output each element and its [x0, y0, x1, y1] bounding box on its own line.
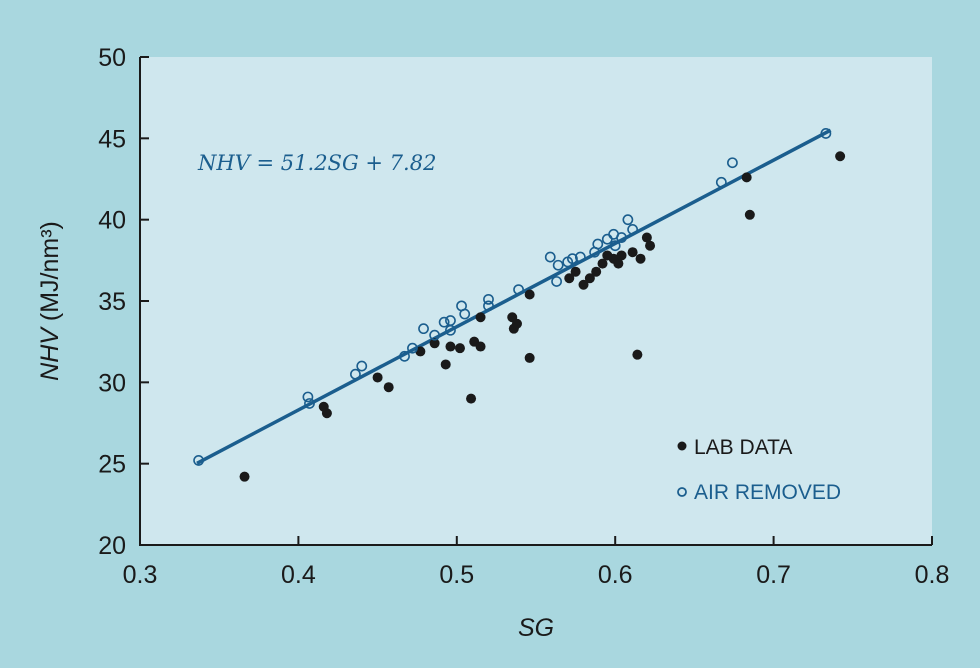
lab-data-point [429, 338, 440, 349]
y-tick-label: 30 [98, 369, 126, 397]
air-removed-point [356, 360, 368, 372]
air-removed-point [483, 300, 494, 312]
lab-data-point [744, 209, 755, 220]
air-removed-point [715, 176, 727, 188]
air-removed-point [616, 232, 627, 243]
plot-background [140, 57, 932, 545]
air-removed-point [459, 308, 471, 320]
lab-data-point [415, 346, 426, 357]
fit-equation: NHV = 51.2SG + 7.82 [197, 151, 436, 175]
lab-data-point [835, 151, 846, 162]
air-removed-point [438, 316, 450, 328]
lab-data-point [616, 250, 627, 261]
legend-label-lab: LAB DATA [694, 436, 792, 459]
lab-data-point [475, 312, 486, 323]
air-removed-point [193, 455, 205, 466]
air-removed-point [609, 240, 621, 252]
lab-data-point [632, 349, 643, 360]
air-removed-point [483, 293, 494, 305]
air-removed-point [592, 238, 604, 250]
air-removed-point [445, 324, 456, 336]
y-tick-label: 50 [98, 44, 126, 72]
lab-data-point [321, 408, 332, 419]
air-removed-point [399, 350, 410, 362]
lab-data-point [445, 341, 456, 352]
y-tick-label: 25 [98, 451, 126, 479]
lab-data-point [627, 247, 638, 258]
air-removed-point [627, 224, 639, 235]
air-removed-point [302, 391, 314, 403]
lab-data-point [635, 253, 646, 264]
lab-data-point [511, 318, 522, 329]
x-tick-label: 0.6 [598, 561, 633, 589]
air-removed-point [727, 157, 738, 169]
x-tick-label: 0.7 [756, 561, 791, 589]
legend-marker-lab [677, 441, 687, 451]
lab-data-point [741, 172, 752, 183]
air-removed-point [304, 398, 315, 409]
x-tick-label: 0.4 [281, 561, 316, 589]
lab-data-point [524, 289, 535, 300]
legend-label-air: AIR REMOVED [694, 481, 841, 504]
x-tick-label: 0.3 [123, 561, 158, 589]
y-tick-label: 40 [98, 207, 126, 235]
lab-data-point [578, 279, 589, 290]
air-removed-point [418, 323, 429, 335]
y-axis-label-unit: (MJ/nm³) [36, 221, 64, 321]
lab-data-point [372, 372, 383, 383]
lab-data-point [466, 393, 477, 404]
x-tick-label: 0.8 [915, 561, 950, 589]
y-tick-label: 35 [98, 288, 126, 316]
y-axis-label: NHV (MJ/nm³) [36, 221, 64, 381]
lab-data-point [239, 471, 250, 482]
lab-data-point [570, 266, 581, 277]
x-tick-label: 0.5 [439, 561, 474, 589]
lab-data-point [454, 343, 465, 354]
air-removed-point [552, 259, 564, 271]
air-removed-point [429, 329, 441, 341]
y-tick-label: 45 [98, 125, 126, 153]
lab-data-point [641, 232, 652, 243]
air-removed-point [622, 214, 634, 226]
lab-data-point [383, 382, 394, 393]
lab-data-point [597, 258, 608, 269]
air-removed-point [551, 276, 562, 287]
lab-data-point [584, 273, 595, 284]
air-removed-point [574, 251, 586, 263]
lab-data-point [591, 266, 602, 277]
lab-data-point [645, 240, 656, 251]
y-tick-label: 20 [98, 532, 126, 560]
x-axis-label: SG [518, 614, 554, 642]
lab-data-point [564, 273, 575, 284]
legend-marker-air [677, 487, 687, 497]
air-removed-point [820, 128, 832, 139]
air-removed-point [513, 284, 524, 296]
legend: LAB DATA AIR REMOVED [677, 436, 841, 504]
lab-data-point [440, 359, 451, 370]
lab-data-point [613, 258, 624, 269]
air-removed-point [544, 251, 556, 263]
lab-data-point [475, 341, 486, 352]
y-axis-label-var: NHV [36, 326, 64, 381]
air-removed-point [407, 342, 418, 354]
air-removed-point [350, 368, 361, 380]
lab-data-point [524, 352, 535, 363]
air-removed-point [567, 253, 578, 265]
